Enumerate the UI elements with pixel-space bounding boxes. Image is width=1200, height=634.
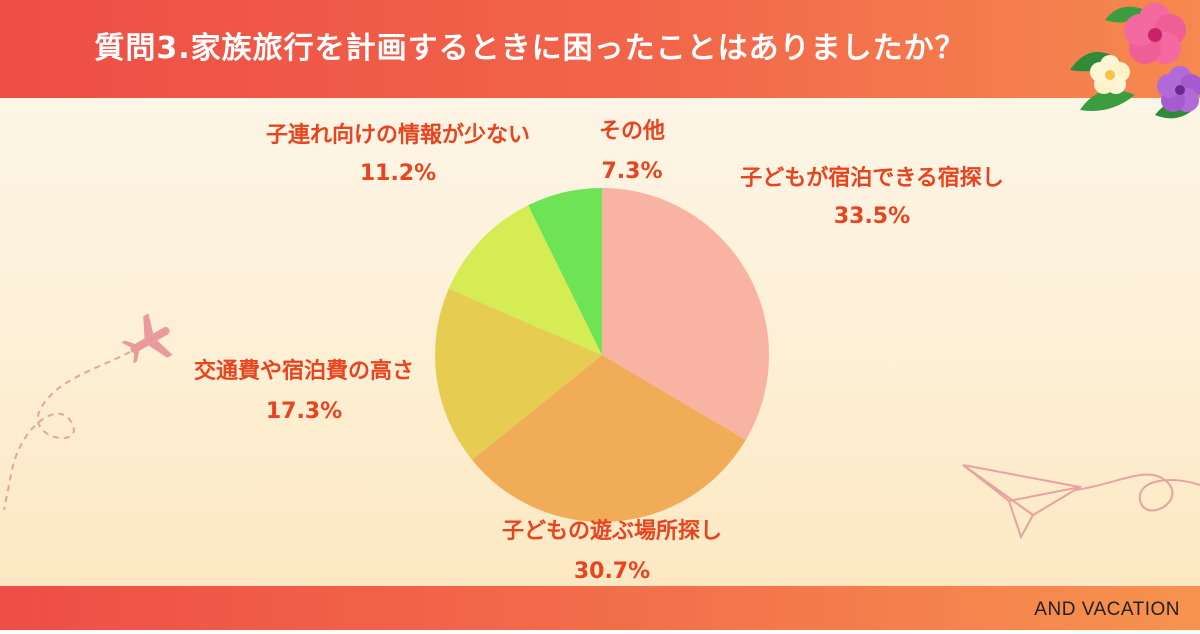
slice-value-label: 33.5% [834,204,910,229]
slice-label: 子連れ向けの情報が少ない [266,122,530,148]
airplane-trail-icon [3,313,173,510]
pie-slice [448,205,602,355]
paper-plane-icon [962,464,1200,540]
pie-slice [472,355,746,522]
slice-value-label: 17.3% [266,399,342,424]
hibiscus-flowers-icon [1070,3,1200,119]
slice-label: 交通費や宿泊費の高さ [194,358,414,384]
slice-value-label: 30.7% [574,559,650,584]
pie-slice [528,188,602,355]
slice-label: 子どもの遊ぶ場所探し [502,518,722,544]
title-banner: 質問3.家族旅行を計画するときに困ったことはありましたか？ [0,0,1200,98]
pie-slice [602,188,769,441]
slice-value-label: 11.2% [360,161,436,186]
page-title: 質問3.家族旅行を計画するときに困ったことはありましたか？ [94,31,966,66]
footer-banner: AND VACATION [0,586,1200,630]
slice-label: その他 [599,119,665,144]
slice-value-label: 7.3% [601,159,662,184]
slice-label: 子どもが宿泊できる宿探し [740,165,1004,191]
brand-name: AND VACATION [1034,599,1180,620]
pie-slice [435,288,602,460]
